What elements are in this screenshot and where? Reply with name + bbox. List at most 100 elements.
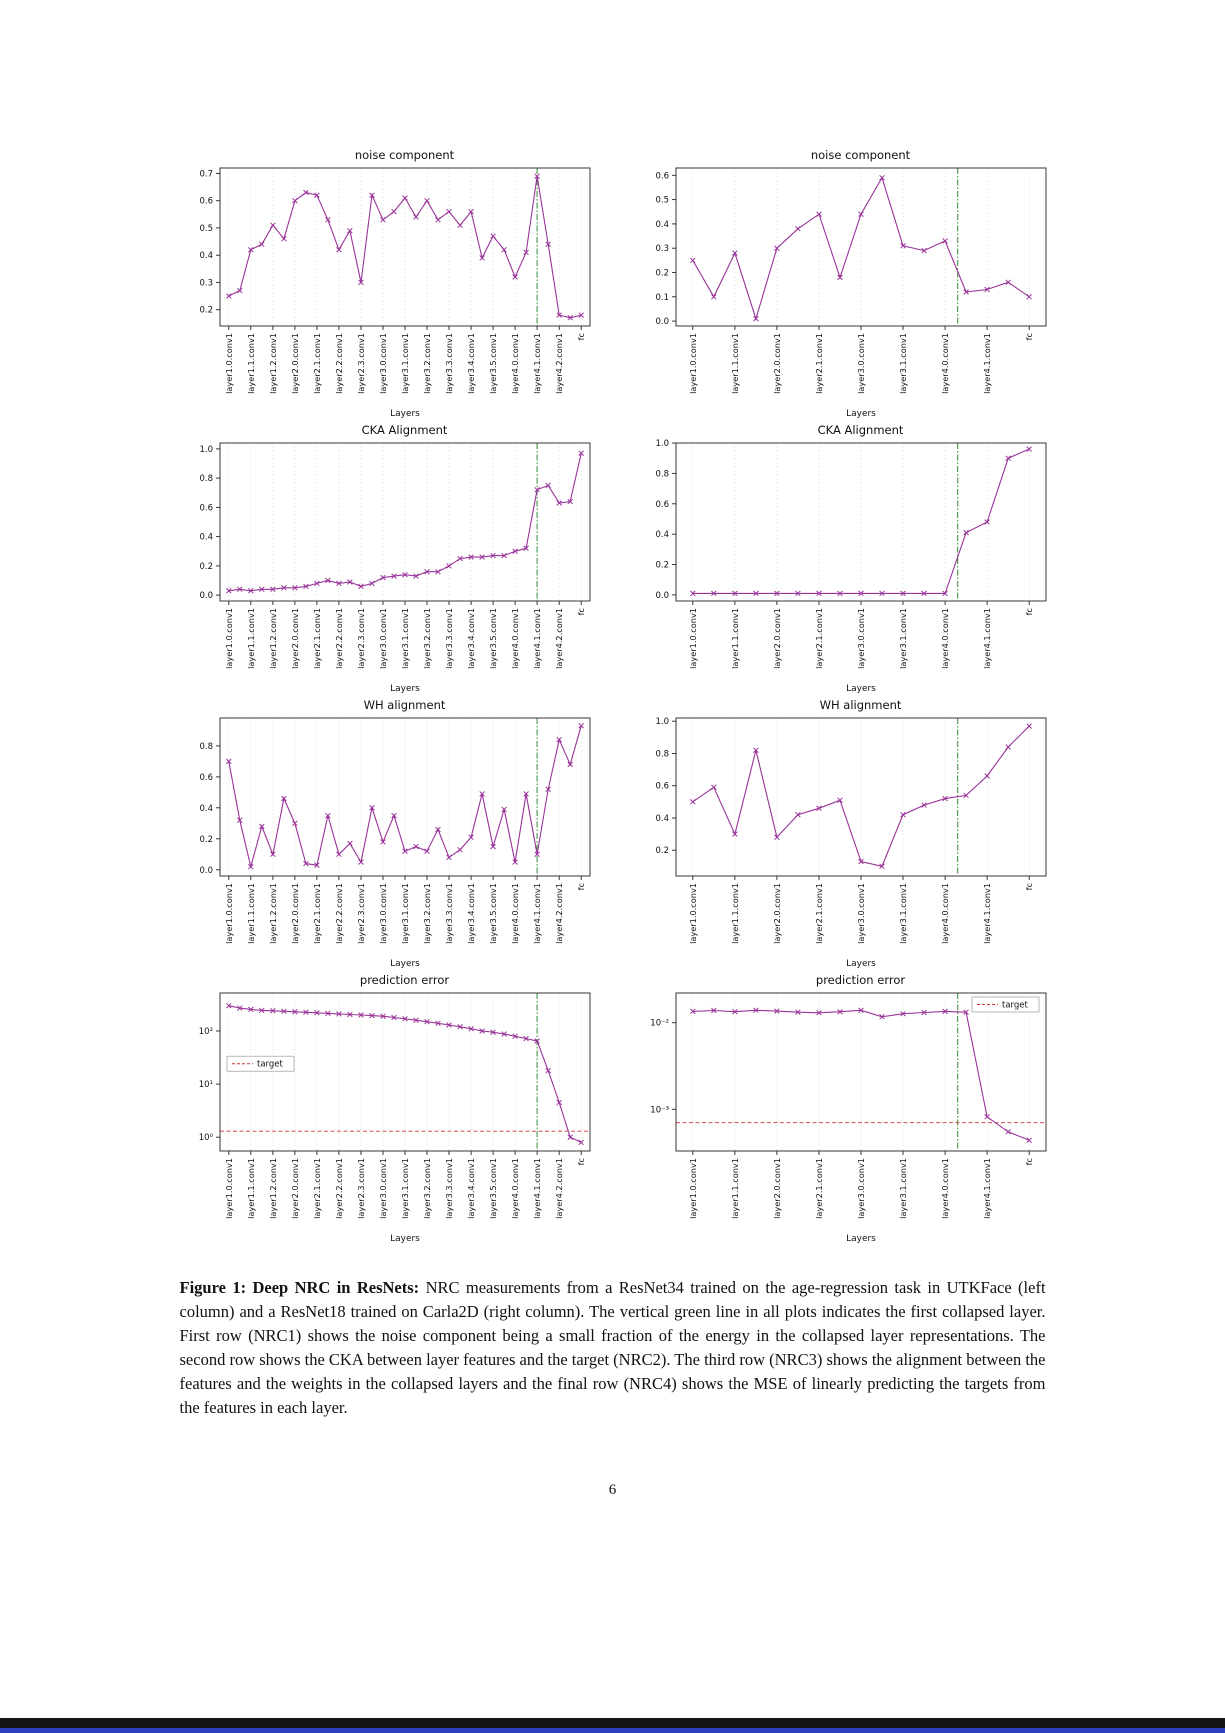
svg-text:0.8: 0.8 [199, 742, 213, 752]
page-edge-bar [0, 1718, 1225, 1733]
svg-text:10⁰: 10⁰ [198, 1133, 213, 1143]
svg-text:0.4: 0.4 [655, 220, 669, 230]
svg-text:layer3.3.conv1: layer3.3.conv1 [444, 608, 454, 669]
line-plot: 0.2 0.3 0.4 0.5 0.6 0.7 layer1.0.conv1 layer1.1… [199, 167, 590, 419]
chart-title: noise component [354, 148, 455, 162]
svg-text:layer1.0.conv1: layer1.0.conv1 [687, 883, 697, 944]
svg-text:fc: fc [576, 608, 586, 615]
chart-title: CKA Alignment [817, 423, 904, 437]
svg-text:layer2.3.conv1: layer2.3.conv1 [356, 883, 366, 944]
svg-text:layer2.0.conv1: layer2.0.conv1 [289, 608, 299, 669]
figure-label: Figure 1: [179, 1278, 247, 1297]
chart-cka-alignment-resnet34: CKA Alignment 0.0 0.2 0.4 0.6 0.8 1.0 layer1.0… [170, 423, 600, 696]
svg-text:Layers: Layers [390, 1234, 420, 1244]
svg-text:0.4: 0.4 [199, 804, 213, 814]
svg-text:layer4.1.conv1: layer4.1.conv1 [532, 1158, 542, 1219]
svg-text:0.2: 0.2 [199, 562, 213, 572]
svg-text:0.6: 0.6 [655, 782, 669, 792]
svg-text:0.5: 0.5 [199, 224, 213, 234]
svg-text:0.4: 0.4 [655, 814, 669, 824]
svg-text:layer3.0.conv1: layer3.0.conv1 [856, 1158, 866, 1219]
svg-text:1.0: 1.0 [199, 445, 213, 455]
svg-text:0.2: 0.2 [655, 269, 669, 279]
svg-text:target: target [257, 1060, 284, 1070]
svg-text:layer4.2.conv1: layer4.2.conv1 [554, 883, 564, 944]
svg-text:fc: fc [576, 333, 586, 340]
svg-text:layer3.1.conv1: layer3.1.conv1 [898, 1158, 908, 1219]
svg-text:layer2.0.conv1: layer2.0.conv1 [289, 883, 299, 944]
chart-title: noise component [810, 148, 911, 162]
svg-text:layer3.4.conv1: layer3.4.conv1 [466, 1158, 476, 1219]
svg-text:layer3.0.conv1: layer3.0.conv1 [856, 608, 866, 669]
svg-text:layer3.0.conv1: layer3.0.conv1 [378, 608, 388, 669]
svg-text:0.2: 0.2 [199, 306, 213, 316]
svg-text:layer1.1.conv1: layer1.1.conv1 [729, 883, 739, 944]
svg-text:Layers: Layers [846, 959, 876, 969]
svg-text:layer2.2.conv1: layer2.2.conv1 [333, 608, 343, 669]
svg-text:layer2.1.conv1: layer2.1.conv1 [311, 608, 321, 669]
line-plot: 0.0 0.2 0.4 0.6 0.8 layer1.0.conv1 layer1.1.co… [199, 717, 590, 969]
chart-prediction-error-resnet34: prediction error 10⁰ 10¹ 10² layer1.0.conv1… [170, 973, 600, 1246]
svg-text:layer2.1.conv1: layer2.1.conv1 [814, 883, 824, 944]
svg-text:layer3.4.conv1: layer3.4.conv1 [466, 608, 476, 669]
svg-text:layer2.0.conv1: layer2.0.conv1 [771, 608, 781, 669]
svg-text:Layers: Layers [846, 409, 876, 419]
svg-text:layer2.0.conv1: layer2.0.conv1 [289, 1158, 299, 1219]
chart-wh-alignment-resnet34: WH alignment 0.0 0.2 0.4 0.6 0.8 layer1.0.con… [170, 698, 600, 971]
line-plot: 10⁰ 10¹ 10² layer1.0.conv1 layer1.1.conv1 lay… [198, 992, 590, 1244]
svg-text:Layers: Layers [846, 684, 876, 694]
page-edge-black [0, 1718, 1225, 1728]
svg-text:layer3.0.conv1: layer3.0.conv1 [378, 1158, 388, 1219]
svg-text:layer4.1.conv1: layer4.1.conv1 [982, 333, 992, 394]
line-plot: 0.0 0.2 0.4 0.6 0.8 1.0 layer1.0.conv1 layer1.1… [199, 442, 590, 694]
chart-title: prediction error [359, 973, 450, 987]
chart-title: WH alignment [363, 698, 446, 712]
svg-text:Layers: Layers [390, 684, 420, 694]
svg-text:Layers: Layers [390, 409, 420, 419]
svg-text:layer3.1.conv1: layer3.1.conv1 [898, 883, 908, 944]
svg-text:layer3.5.conv1: layer3.5.conv1 [488, 1158, 498, 1219]
svg-text:0.0: 0.0 [655, 591, 669, 601]
svg-text:layer3.1.conv1: layer3.1.conv1 [400, 883, 410, 944]
svg-text:0.3: 0.3 [199, 278, 213, 288]
figure-1-grid: noise component 0.2 0.3 0.4 0.5 0.6 0.7 layer1… [170, 148, 1056, 1246]
svg-text:fc: fc [1024, 333, 1034, 340]
svg-text:layer4.0.conv1: layer4.0.conv1 [510, 608, 520, 669]
svg-text:layer1.0.conv1: layer1.0.conv1 [223, 608, 233, 669]
svg-text:layer3.0.conv1: layer3.0.conv1 [856, 333, 866, 394]
svg-text:10⁻³: 10⁻³ [650, 1105, 669, 1115]
figure-caption: Figure 1: Deep NRC in ResNets: NRC measu… [180, 1276, 1046, 1420]
svg-text:layer1.2.conv1: layer1.2.conv1 [267, 608, 277, 669]
svg-text:layer2.1.conv1: layer2.1.conv1 [311, 883, 321, 944]
figure-caption-text: NRC measurements from a ResNet34 trained… [179, 1278, 1046, 1417]
svg-text:layer4.0.conv1: layer4.0.conv1 [510, 883, 520, 944]
svg-text:layer1.1.conv1: layer1.1.conv1 [245, 883, 255, 944]
svg-text:layer3.2.conv1: layer3.2.conv1 [422, 1158, 432, 1219]
svg-text:layer1.1.conv1: layer1.1.conv1 [729, 333, 739, 394]
svg-text:layer4.1.conv1: layer4.1.conv1 [982, 608, 992, 669]
svg-text:1.0: 1.0 [655, 439, 669, 449]
svg-text:0.7: 0.7 [199, 169, 213, 179]
svg-text:0.6: 0.6 [655, 171, 669, 181]
svg-text:target: target [1002, 1001, 1029, 1011]
svg-text:layer3.1.conv1: layer3.1.conv1 [898, 333, 908, 394]
svg-text:10⁻²: 10⁻² [650, 1019, 669, 1029]
chart-title: CKA Alignment [361, 423, 448, 437]
svg-text:layer4.1.conv1: layer4.1.conv1 [532, 608, 542, 669]
chart-noise-component-resnet34: noise component 0.2 0.3 0.4 0.5 0.6 0.7 layer1… [170, 148, 600, 421]
page-number: 6 [608, 1481, 617, 1498]
svg-text:layer3.1.conv1: layer3.1.conv1 [400, 333, 410, 394]
svg-text:0.4: 0.4 [199, 251, 213, 261]
svg-text:layer3.3.conv1: layer3.3.conv1 [444, 333, 454, 394]
svg-text:layer3.4.conv1: layer3.4.conv1 [466, 333, 476, 394]
svg-text:layer2.3.conv1: layer2.3.conv1 [356, 1158, 366, 1219]
svg-text:0.6: 0.6 [199, 197, 213, 207]
svg-text:layer4.0.conv1: layer4.0.conv1 [510, 333, 520, 394]
svg-text:fc: fc [576, 1158, 586, 1165]
svg-text:layer4.1.conv1: layer4.1.conv1 [532, 333, 542, 394]
svg-text:0.5: 0.5 [655, 196, 669, 206]
svg-text:layer1.0.conv1: layer1.0.conv1 [687, 333, 697, 394]
page-edge-blue [0, 1728, 1225, 1733]
svg-text:layer2.1.conv1: layer2.1.conv1 [814, 333, 824, 394]
svg-text:layer3.0.conv1: layer3.0.conv1 [378, 883, 388, 944]
